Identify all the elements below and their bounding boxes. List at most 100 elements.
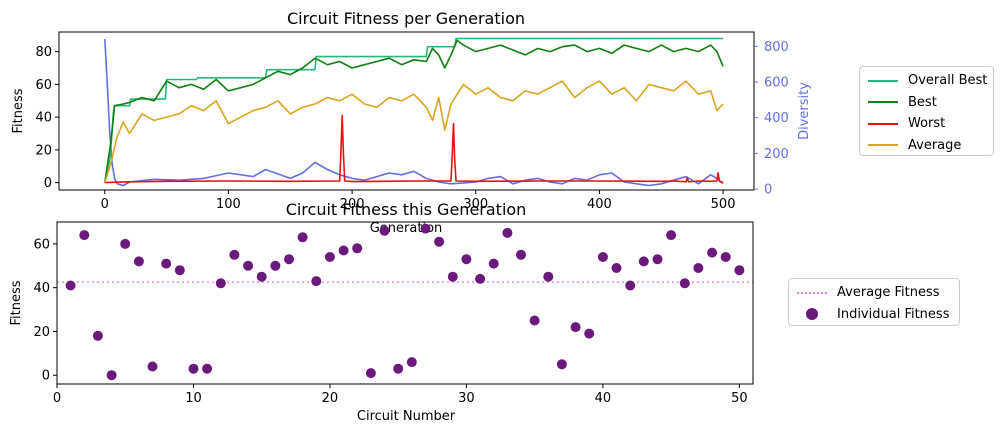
individual-fitness-point bbox=[516, 249, 526, 260]
legend-label-overall-best: Overall Best bbox=[908, 73, 988, 89]
top-y-tick-label: 60 bbox=[35, 78, 52, 93]
legend-item-worst: Worst bbox=[868, 113, 985, 135]
individual-fitness-point bbox=[570, 322, 581, 333]
bottom-x-tick-label: 0 bbox=[53, 391, 61, 406]
individual-fitness-point bbox=[297, 232, 308, 243]
legend-item-average-fitness: Average Fitness bbox=[797, 282, 951, 304]
top-y-tick-label: 80 bbox=[35, 45, 52, 60]
individual-fitness-point bbox=[461, 254, 472, 265]
individual-fitness-point bbox=[338, 245, 349, 256]
top-y2-axis-label: Diversity bbox=[797, 82, 812, 140]
individual-fitness-point bbox=[625, 280, 636, 291]
individual-fitness-point bbox=[434, 236, 445, 247]
bottom-y-tick-label: 0 bbox=[42, 369, 50, 384]
series-line-worst bbox=[104, 114, 724, 184]
top-x-tick-label: 200 bbox=[340, 197, 365, 212]
individual-fitness-point bbox=[65, 280, 76, 291]
top-x-tick-label: 400 bbox=[587, 197, 612, 212]
bottom-x-tick-label: 20 bbox=[322, 391, 339, 406]
bottom-x-tick-label: 50 bbox=[731, 391, 748, 406]
individual-fitness-point bbox=[311, 276, 322, 287]
top-y-ticks: 0 20 40 60 80 bbox=[35, 45, 59, 191]
legend-swatch-worst bbox=[868, 122, 898, 125]
legend-item-average: Average bbox=[868, 135, 985, 157]
bottom-x-tick-label: 30 bbox=[458, 391, 475, 406]
individual-fitness-point bbox=[79, 230, 90, 241]
individual-fitness-point bbox=[734, 265, 745, 276]
individual-fitness-point bbox=[352, 243, 363, 254]
legend-item-overall-best: Overall Best bbox=[868, 70, 988, 92]
individual-fitness-point bbox=[584, 328, 595, 339]
individual-fitness-point bbox=[215, 278, 226, 289]
bottom-x-axis-label: Circuit Number bbox=[357, 409, 456, 424]
individual-fitness-point bbox=[256, 271, 267, 282]
bottom-y-axis-label: Fitness bbox=[9, 280, 24, 325]
bottom-chart-series bbox=[57, 223, 753, 381]
top-y2-tick-label: 400 bbox=[764, 111, 789, 126]
top-y-tick-label: 0 bbox=[44, 176, 52, 191]
individual-fitness-point bbox=[638, 256, 649, 267]
individual-fitness-point bbox=[174, 265, 185, 276]
individual-fitness-point bbox=[120, 238, 131, 249]
series-line-best bbox=[104, 39, 724, 183]
top-y2-tick-label: 0 bbox=[764, 183, 772, 198]
top-legend: Overall Best Best Worst Average bbox=[859, 66, 994, 156]
individual-fitness-point bbox=[379, 225, 390, 236]
series-line-diversity bbox=[104, 39, 724, 187]
top-y-axis-label: Fitness bbox=[11, 88, 26, 133]
individual-fitness-point bbox=[556, 359, 567, 370]
legend-item-individual-fitness: Individual Fitness bbox=[797, 304, 951, 326]
top-y2-tick-label: 200 bbox=[764, 147, 789, 162]
top-x-ticks: 0 100 200 300 400 500 bbox=[101, 190, 735, 212]
legend-label-average: Average bbox=[908, 137, 962, 153]
legend-label-worst: Worst bbox=[908, 116, 946, 132]
bottom-x-ticks: 0 10 20 30 40 50 bbox=[53, 384, 748, 406]
top-y2-tick-label: 600 bbox=[764, 75, 789, 90]
individual-fitness-point bbox=[707, 247, 718, 258]
legend-swatch-overall-best bbox=[868, 79, 898, 82]
legend-swatch-best bbox=[868, 101, 898, 104]
individual-fitness-point bbox=[543, 271, 554, 282]
legend-label-average-fitness: Average Fitness bbox=[837, 285, 940, 301]
legend-label-individual-fitness: Individual Fitness bbox=[837, 306, 950, 322]
individual-fitness-point bbox=[529, 315, 540, 326]
top-x-tick-label: 300 bbox=[463, 197, 488, 212]
legend-swatch-average bbox=[868, 144, 898, 147]
top-x-tick-label: 0 bbox=[101, 197, 109, 212]
legend-swatch-individual-fitness bbox=[797, 308, 827, 321]
bottom-y-tick-label: 60 bbox=[33, 237, 50, 252]
top-y-tick-label: 40 bbox=[35, 111, 52, 126]
bottom-chart-title: Circuit Fitness this Generation bbox=[286, 200, 527, 219]
individual-fitness-point bbox=[611, 263, 622, 273]
individual-fitness-point bbox=[284, 254, 294, 265]
top-x-tick-label: 100 bbox=[216, 197, 241, 212]
individual-fitness-point bbox=[447, 271, 458, 282]
individual-fitness-point bbox=[666, 230, 677, 241]
bottom-x-tick-label: 10 bbox=[185, 391, 202, 406]
individual-fitness-point bbox=[652, 254, 663, 265]
individual-fitness-point bbox=[365, 368, 376, 379]
bottom-legend: Average Fitness Individual Fitness bbox=[788, 278, 960, 326]
individual-fitness-point bbox=[597, 252, 608, 262]
bottom-chart: 0 10 20 30 40 50 0 20 40 60 Circuit Fitness this… bbox=[9, 200, 754, 424]
individual-fitness-point bbox=[324, 252, 335, 262]
individual-fitness-point bbox=[229, 249, 240, 260]
individual-fitness-point bbox=[270, 260, 281, 271]
individual-fitness-point bbox=[202, 363, 213, 374]
top-plot-frame bbox=[58, 31, 755, 191]
legend-swatch-average-fitness bbox=[797, 291, 827, 294]
individual-fitness-point bbox=[679, 278, 690, 289]
individual-fitness-point bbox=[161, 258, 172, 269]
top-chart-series bbox=[104, 37, 724, 187]
individual-fitness-point bbox=[720, 252, 731, 262]
individual-fitness-point bbox=[133, 256, 144, 267]
top-chart-title: Circuit Fitness per Generation bbox=[287, 9, 525, 28]
bottom-plot-frame bbox=[56, 221, 754, 385]
bottom-y-tick-label: 20 bbox=[33, 325, 50, 340]
top-chart: 0 100 200 300 400 500 0 20 40 60 80 0 200 400 600 800… bbox=[11, 9, 812, 236]
individual-fitness-point bbox=[106, 370, 117, 381]
individual-fitness-point bbox=[393, 363, 404, 374]
individual-fitness-point bbox=[693, 263, 704, 273]
legend-label-best: Best bbox=[908, 94, 937, 110]
